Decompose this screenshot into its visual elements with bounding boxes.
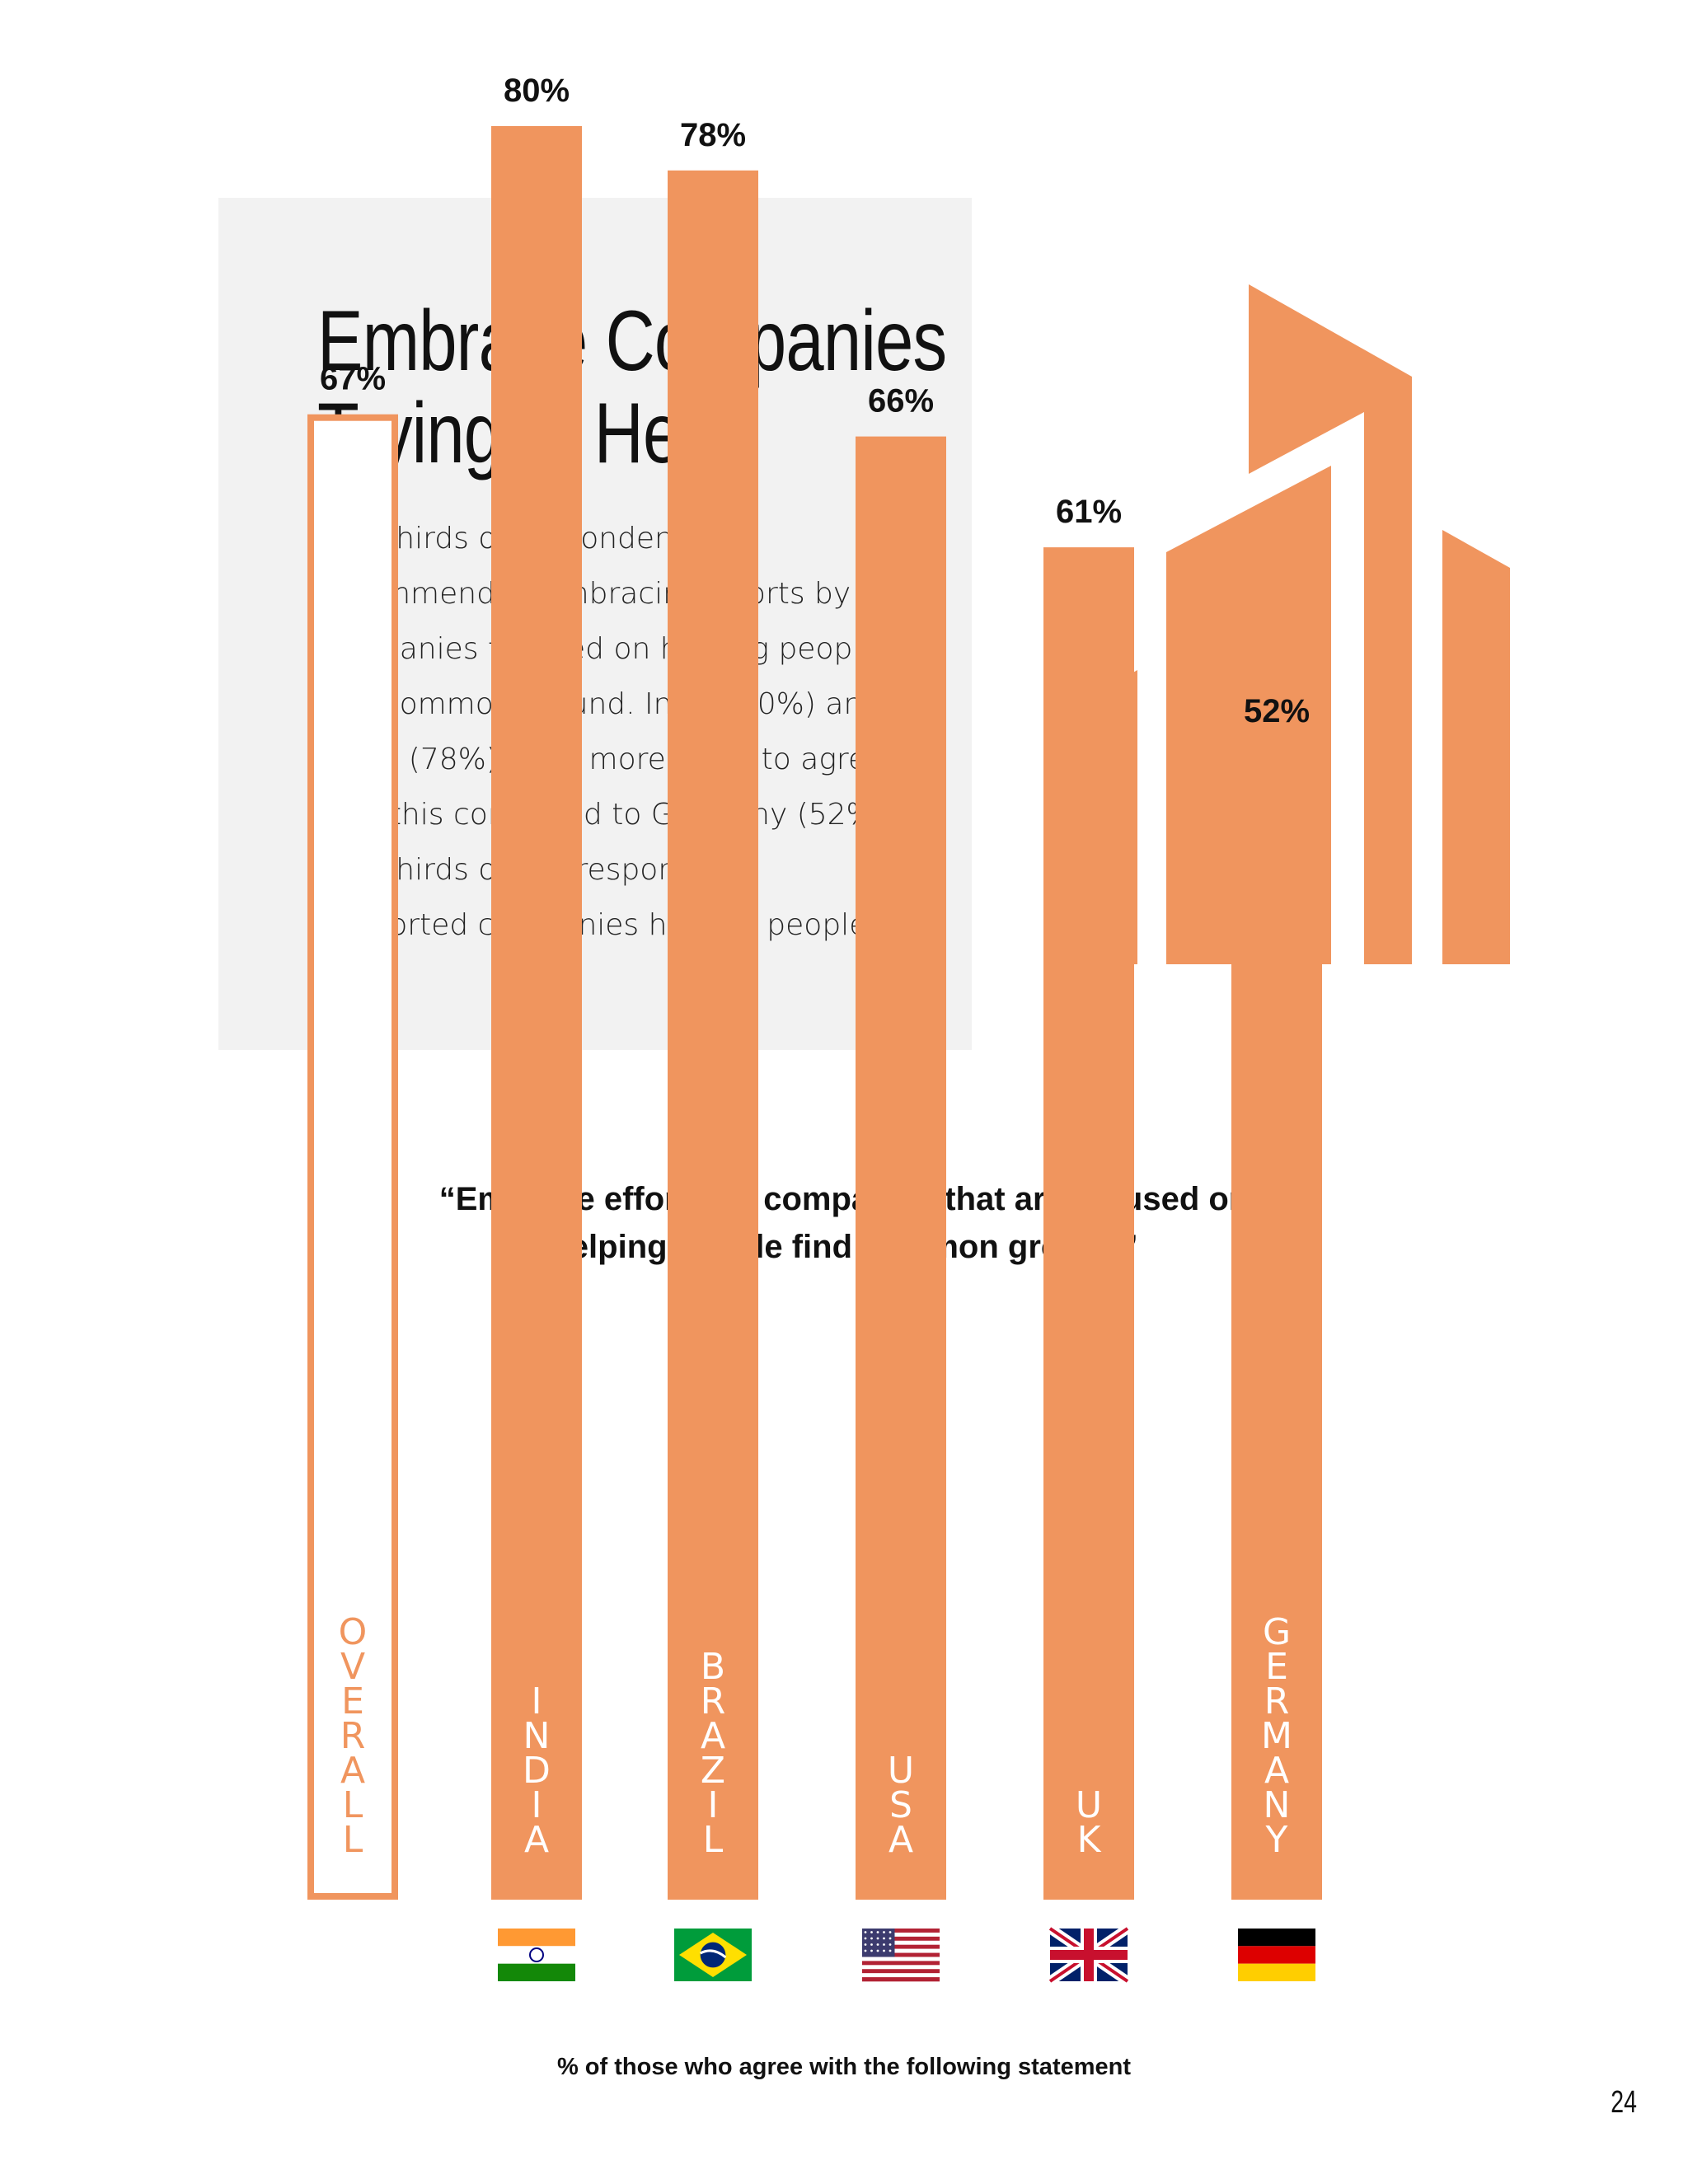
category-label-letter: L	[343, 1819, 363, 1861]
category-label-letter: D	[523, 1750, 551, 1792]
germany-flag-icon	[1238, 1929, 1315, 1981]
page-heading: Embrace Companies Trying to Help	[317, 293, 947, 480]
category-label-letter: E	[1265, 1646, 1288, 1688]
category-label-letter: V	[340, 1646, 365, 1688]
category-label-letter: E	[341, 1680, 364, 1722]
brazil-flag-icon	[674, 1929, 752, 1981]
heading-line: Embrace Companies	[317, 293, 947, 389]
intro-line: companies focused on helping people	[317, 632, 879, 666]
category-label-letter: A	[701, 1715, 725, 1757]
intro-line: recommended embracing efforts by	[317, 577, 851, 611]
category-label-letter: N	[523, 1715, 551, 1757]
building-shape	[1249, 284, 1412, 964]
value-label: 67%	[320, 361, 386, 397]
chart-caption: % of those who agree with the following …	[556, 2054, 1132, 2080]
category-label-letter: N	[1264, 1784, 1291, 1826]
category-label-letter: O	[339, 1611, 368, 1653]
value-label: 52%	[1244, 693, 1310, 729]
category-label-letter: L	[343, 1784, 363, 1826]
uk-flag-icon	[1047, 1924, 1131, 1985]
building-shape	[1442, 530, 1510, 964]
category-label-letter: A	[889, 1819, 913, 1861]
category-label-letter: B	[701, 1646, 725, 1688]
intro-line: Brazil (78%) were more likely to agree	[317, 743, 885, 776]
india-flag-icon	[498, 1929, 575, 1981]
category-label-letter: K	[1077, 1819, 1102, 1861]
bar-uk	[1043, 547, 1134, 1900]
category-label-letter: I	[532, 1784, 542, 1826]
category-label-letter: R	[701, 1680, 726, 1722]
category-label-letter: A	[1264, 1750, 1289, 1792]
value-label: 61%	[1056, 494, 1122, 530]
category-label-letter: I	[708, 1784, 719, 1826]
intro-paragraph: Two-thirds of respondents recommended em…	[317, 511, 944, 953]
bar-germany	[1231, 747, 1322, 1900]
category-label-letter: R	[340, 1715, 366, 1757]
category-label-letter: A	[524, 1819, 549, 1861]
value-label: 66%	[868, 383, 934, 419]
category-label-letter: M	[1261, 1715, 1292, 1757]
category-label-letter: G	[1263, 1611, 1291, 1653]
category-label-letter: S	[889, 1784, 912, 1826]
category-label-letter: U	[888, 1750, 914, 1792]
page-number: 24	[1611, 2085, 1637, 2120]
bar-india	[491, 126, 582, 1900]
category-label-letter: Z	[701, 1750, 725, 1792]
value-label: 78%	[680, 117, 746, 153]
intro-line: with this compared to Germany (52%).	[317, 798, 896, 832]
intro-line: supported companies helping people.	[317, 908, 877, 942]
bar-usa	[856, 436, 946, 1900]
category-label-letter: U	[1076, 1784, 1102, 1826]
category-label-letter: I	[532, 1680, 542, 1722]
intro-line: find common ground. India (80%) and	[317, 687, 882, 721]
category-label-letter: R	[1264, 1680, 1290, 1722]
category-label-letter: Y	[1265, 1819, 1288, 1861]
category-label-letter: A	[340, 1750, 365, 1792]
value-label: 80%	[504, 73, 570, 109]
category-label-letter: L	[703, 1819, 724, 1861]
bar-brazil	[668, 170, 758, 1900]
usa-flag-icon	[862, 1929, 940, 1982]
bar-overall	[307, 414, 398, 1900]
chart-title-line: helping people find common ground”	[550, 1229, 1138, 1265]
